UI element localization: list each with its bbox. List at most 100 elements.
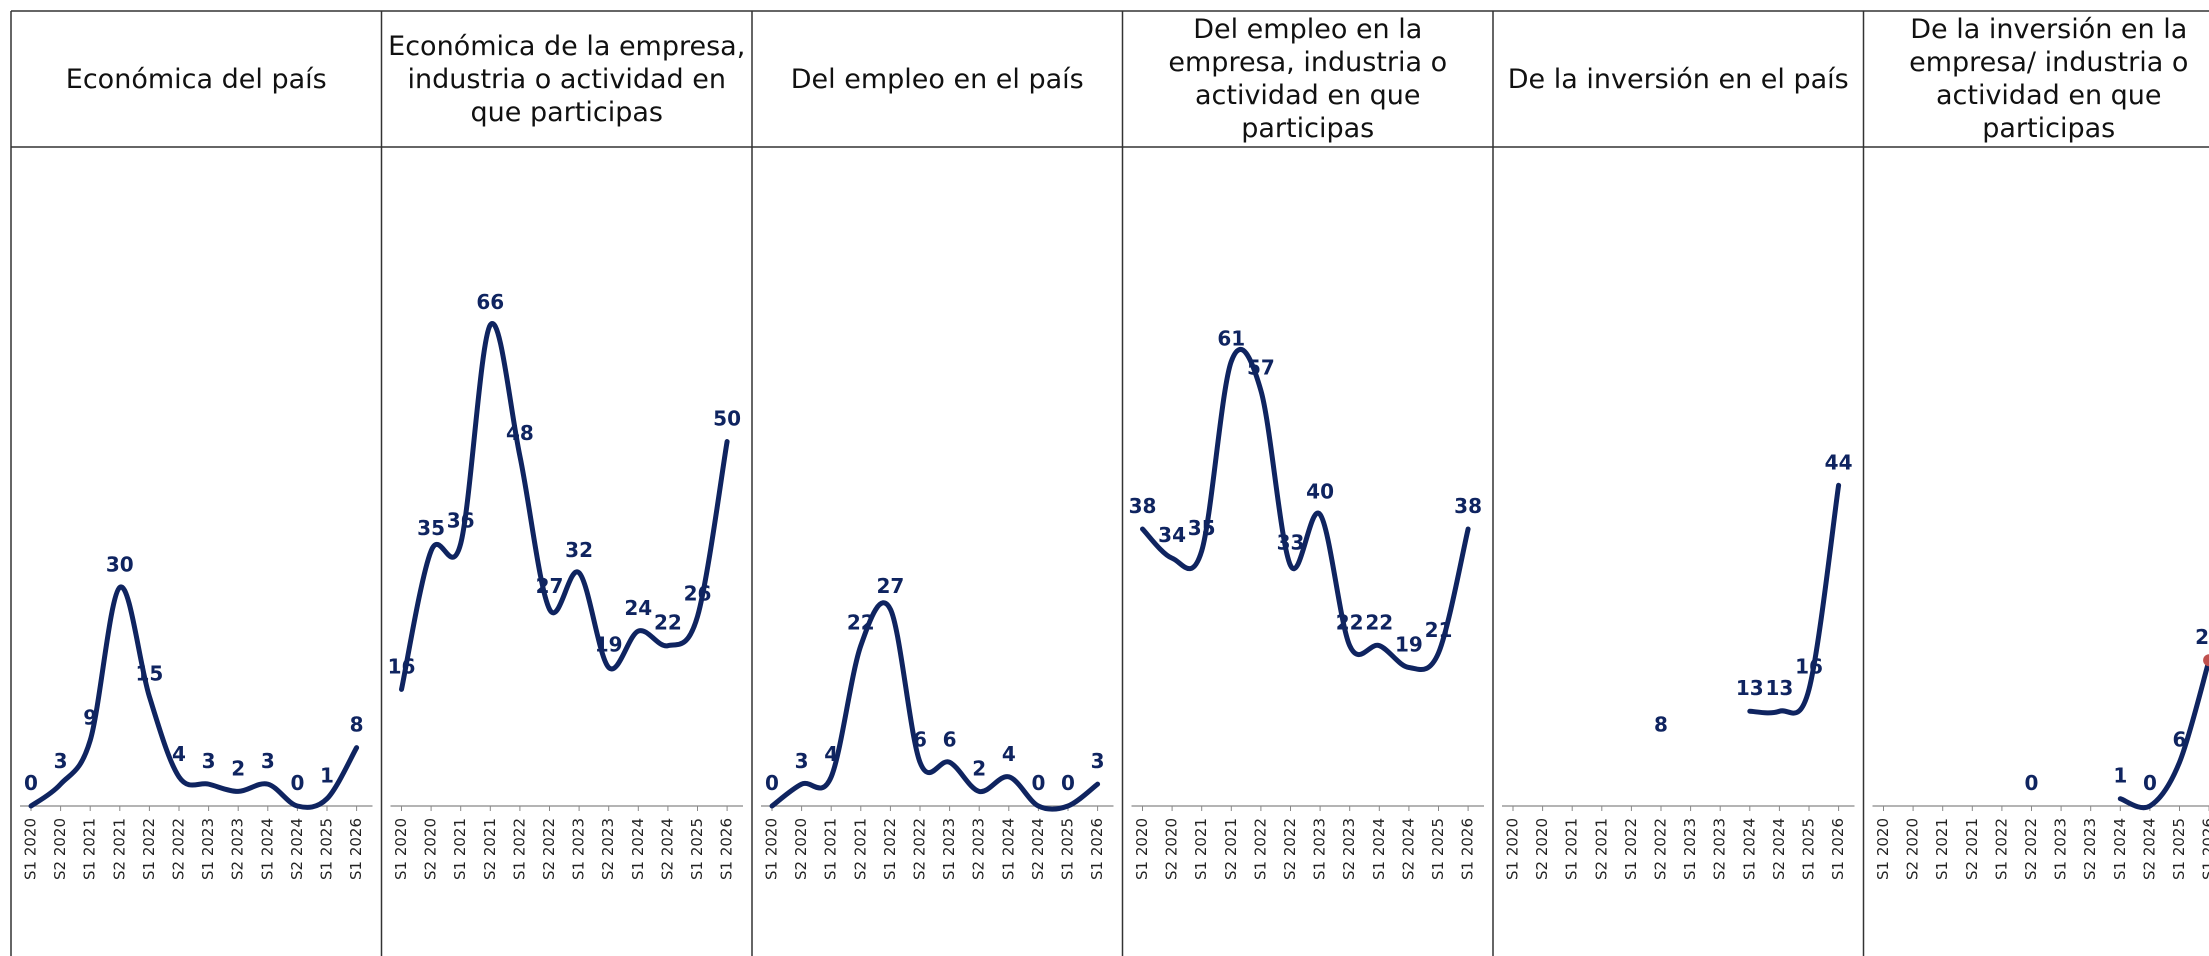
data-label: 4 [1002, 742, 1016, 766]
x-tick-label: S2 2022 [2022, 818, 2040, 880]
data-label: 48 [506, 421, 534, 445]
x-tick-label: S1 2023 [199, 818, 217, 880]
x-tick-label: S2 2023 [2081, 818, 2099, 880]
x-tick-label: S1 2020 [1874, 818, 1892, 880]
data-label: 22 [1336, 611, 1364, 635]
data-label: 6 [2173, 727, 2187, 751]
x-tick-label: S1 2026 [718, 818, 736, 880]
x-tick-label: S1 2023 [1311, 818, 1329, 880]
x-tick-label: S2 2024 [1029, 818, 1047, 880]
x-tick-label: S2 2020 [1533, 818, 1551, 880]
data-label: 36 [447, 509, 475, 533]
x-tick-label: S2 2020 [1904, 818, 1922, 880]
x-tick-label: S1 2026 [1088, 818, 1106, 880]
data-label: 26 [684, 581, 712, 605]
data-label: 0 [1061, 771, 1075, 795]
data-label: 35 [417, 516, 445, 540]
x-tick-label: S2 2021 [110, 818, 128, 880]
data-label: 27 [876, 574, 904, 598]
data-label: 21 [1425, 618, 1453, 642]
data-label: 38 [1129, 494, 1157, 518]
data-label: 2 [972, 756, 986, 780]
x-tick-label: S1 2025 [1800, 818, 1818, 880]
x-tick-label: S1 2022 [140, 818, 158, 880]
x-tick-label: S1 2024 [629, 818, 647, 880]
x-tick-label: S1 2020 [392, 818, 410, 880]
x-tick-label: S1 2021 [451, 818, 469, 880]
x-tick-label: S2 2022 [540, 818, 558, 880]
x-tick-label: S2 2024 [1399, 818, 1417, 880]
x-tick-label: S1 2022 [1251, 818, 1269, 880]
x-tick-label: S2 2021 [481, 818, 499, 880]
x-tick-label: S1 2020 [763, 818, 781, 880]
x-tick-label: S2 2023 [970, 818, 988, 880]
data-label: 24 [624, 596, 652, 620]
x-tick-label: S1 2023 [940, 818, 958, 880]
data-label: 3 [261, 749, 275, 773]
x-tick-label: S2 2022 [1652, 818, 1670, 880]
data-label: 2 [231, 756, 245, 780]
data-label: 61 [1217, 326, 1245, 350]
x-tick-label: S1 2022 [1622, 818, 1640, 880]
data-label: 16 [388, 654, 416, 678]
data-label: 0 [2143, 771, 2157, 795]
line [2117, 657, 2209, 811]
data-label: 0 [1031, 771, 1045, 795]
x-tick-label: S1 2025 [688, 818, 706, 880]
x-tick-label: S2 2021 [851, 818, 869, 880]
x-tick-label: S1 2025 [1059, 818, 1077, 880]
x-tick-label: S2 2020 [1163, 818, 1181, 880]
data-label: 27 [536, 574, 564, 598]
data-label: 38 [1454, 494, 1482, 518]
x-tick-label: S2 2023 [229, 818, 247, 880]
x-tick-label: S1 2024 [258, 818, 276, 880]
x-tick-label: S1 2026 [1459, 818, 1477, 880]
x-tick-label: S1 2022 [881, 818, 899, 880]
line [1140, 346, 1471, 673]
x-tick-label: S2 2020 [422, 818, 440, 880]
x-tick-label: S1 2025 [2170, 818, 2188, 880]
data-label: 33 [1277, 530, 1305, 554]
data-label: 1 [2113, 764, 2127, 788]
data-label: 8 [1654, 713, 1668, 737]
x-tick-label: S1 2024 [1370, 818, 1388, 880]
data-label: 16 [1795, 654, 1823, 678]
chart-title: De la inversión en el país [1507, 63, 1849, 95]
data-label: 50 [713, 407, 741, 431]
x-tick-label: S1 2021 [1192, 818, 1210, 880]
chart-title: Económica de la empresa, industria o act… [388, 30, 746, 128]
data-label: 9 [83, 705, 97, 729]
chart-title: De la inversión en la empresa/ industria… [1909, 14, 2189, 144]
x-tick-label: S1 2024 [999, 818, 1017, 880]
data-label: 40 [1306, 479, 1334, 503]
x-tick-label: S2 2024 [288, 818, 306, 880]
x-tick-label: S2 2023 [599, 818, 617, 880]
data-label: 30 [106, 552, 134, 576]
x-tick-label: S2 2022 [911, 818, 929, 880]
x-tick-label: S2 2020 [792, 818, 810, 880]
x-tick-label: S2 2022 [170, 818, 188, 880]
x-tick-label: S1 2020 [1133, 818, 1151, 880]
x-tick-label: S1 2022 [1992, 818, 2010, 880]
data-label: 4 [824, 742, 838, 766]
data-label: 22 [1365, 611, 1393, 635]
x-tick-label: S2 2024 [1770, 818, 1788, 880]
x-tick-label: S2 2021 [1222, 818, 1240, 880]
data-label: 19 [1395, 633, 1423, 657]
data-label: 3 [54, 749, 68, 773]
x-tick-label: S1 2023 [570, 818, 588, 880]
x-tick-label: S1 2024 [2111, 818, 2129, 880]
data-label: 13 [1765, 676, 1793, 700]
data-label: 3 [202, 749, 216, 773]
x-tick-label: S1 2026 [347, 818, 365, 880]
x-tick-label: S2 2024 [2140, 818, 2158, 880]
x-tick-label: S2 2024 [658, 818, 676, 880]
data-label: 66 [476, 290, 504, 314]
data-label: 0 [290, 771, 304, 795]
x-tick-label: S1 2023 [1681, 818, 1699, 880]
x-tick-label: S1 2021 [81, 818, 99, 880]
x-tick-label: S1 2025 [318, 818, 336, 880]
chart-title: Del empleo en el país [790, 63, 1084, 95]
chart-title: Del empleo en la empresa, industria o ac… [1168, 14, 1448, 144]
